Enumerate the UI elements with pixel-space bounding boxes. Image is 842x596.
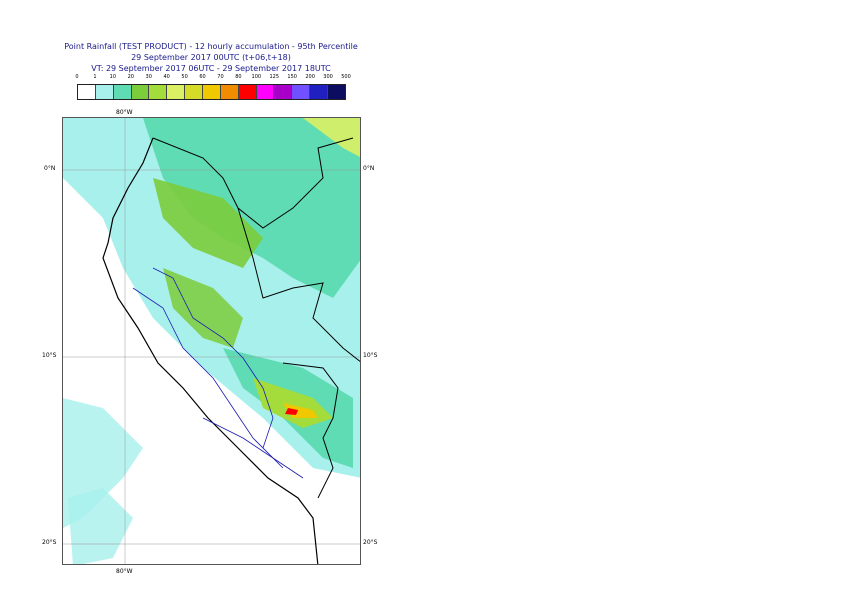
run-time: 29 September 2017 00UTC (t+06,t+18) xyxy=(131,53,291,62)
legend-label: 50 xyxy=(181,74,188,80)
legend-swatch-14 xyxy=(328,85,345,99)
legend-label: 300 xyxy=(323,74,333,80)
regional-borders-1 xyxy=(152,267,274,449)
legend-swatch-12 xyxy=(292,85,311,99)
legend-swatch-13 xyxy=(310,85,329,99)
border-east xyxy=(237,207,360,363)
legend-label: 125 xyxy=(269,74,280,80)
lat-label-0-left: 0°N xyxy=(44,165,56,172)
legend-label: 10 xyxy=(109,74,117,80)
legend-swatch-7 xyxy=(203,85,221,99)
lat-label-10-left: 10°S xyxy=(42,352,57,359)
legend-label: 1 xyxy=(93,74,97,80)
rainfall-map xyxy=(62,117,361,565)
regional-borders-3 xyxy=(202,417,304,479)
legend-label: 500 xyxy=(341,74,351,80)
legend-swatch-0 xyxy=(78,85,96,99)
lon-label-bottom: 80°W xyxy=(116,568,133,575)
border-southeast xyxy=(282,362,339,499)
lat-label-20-right: 20°S xyxy=(363,539,378,546)
legend-swatch-2 xyxy=(113,85,132,99)
legend-label: 70 xyxy=(217,74,224,80)
legend-label: 30 xyxy=(145,74,152,80)
rain-band-green-central xyxy=(163,268,243,348)
legend-swatch-9 xyxy=(238,85,257,99)
rain-band-northeast xyxy=(303,118,360,157)
legend-label: 0 xyxy=(75,74,79,80)
chart-title: Point Rainfall (TEST PRODUCT) - 12 hourl… xyxy=(64,42,358,51)
legend-swatch-8 xyxy=(220,85,239,99)
legend-swatch-4 xyxy=(149,85,168,99)
legend-swatch-1 xyxy=(95,85,114,99)
legend-label: 150 xyxy=(287,74,297,80)
rain-band-green-north xyxy=(153,178,263,268)
legend-label: 80 xyxy=(235,74,242,80)
legend-swatch-11 xyxy=(274,85,293,99)
border-north xyxy=(152,137,354,229)
legend-label: 200 xyxy=(305,74,315,80)
legend-label: 20 xyxy=(127,74,134,80)
rain-band-medium-north xyxy=(143,118,360,298)
legend-label: 40 xyxy=(163,74,170,80)
coastline xyxy=(102,137,319,564)
lat-label-20-left: 20°S xyxy=(42,539,57,546)
rain-band-light-south xyxy=(68,488,133,564)
map-canvas xyxy=(63,118,360,564)
legend-labels: 0 1 10 20 30 40 50 60 70 80 100 125 150 200 300 500 xyxy=(68,74,358,84)
lat-label-0-right: 0°N xyxy=(363,165,375,172)
lat-label-10-right: 10°S xyxy=(363,352,378,359)
legend-label: 60 xyxy=(199,74,206,80)
regional-borders-2 xyxy=(132,287,284,469)
legend-swatch-5 xyxy=(167,85,186,99)
color-legend xyxy=(77,84,346,100)
rain-band-red-max xyxy=(285,408,298,415)
legend-swatch-6 xyxy=(185,85,204,99)
lon-label-top: 80°W xyxy=(116,109,133,116)
legend-swatch-3 xyxy=(131,85,150,99)
legend-label: 100 xyxy=(251,74,262,80)
valid-time: VT: 29 September 2017 06UTC - 29 Septemb… xyxy=(91,64,331,73)
legend-swatch-10 xyxy=(256,85,275,99)
